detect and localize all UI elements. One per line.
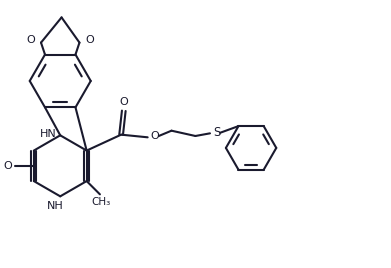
Text: HN: HN — [40, 129, 57, 139]
Text: O: O — [26, 35, 35, 45]
Text: O: O — [119, 97, 128, 107]
Text: S: S — [213, 125, 220, 139]
Text: O: O — [151, 131, 160, 141]
Text: O: O — [3, 161, 12, 171]
Text: CH₃: CH₃ — [91, 197, 111, 207]
Text: NH: NH — [47, 202, 64, 211]
Text: O: O — [86, 35, 95, 45]
